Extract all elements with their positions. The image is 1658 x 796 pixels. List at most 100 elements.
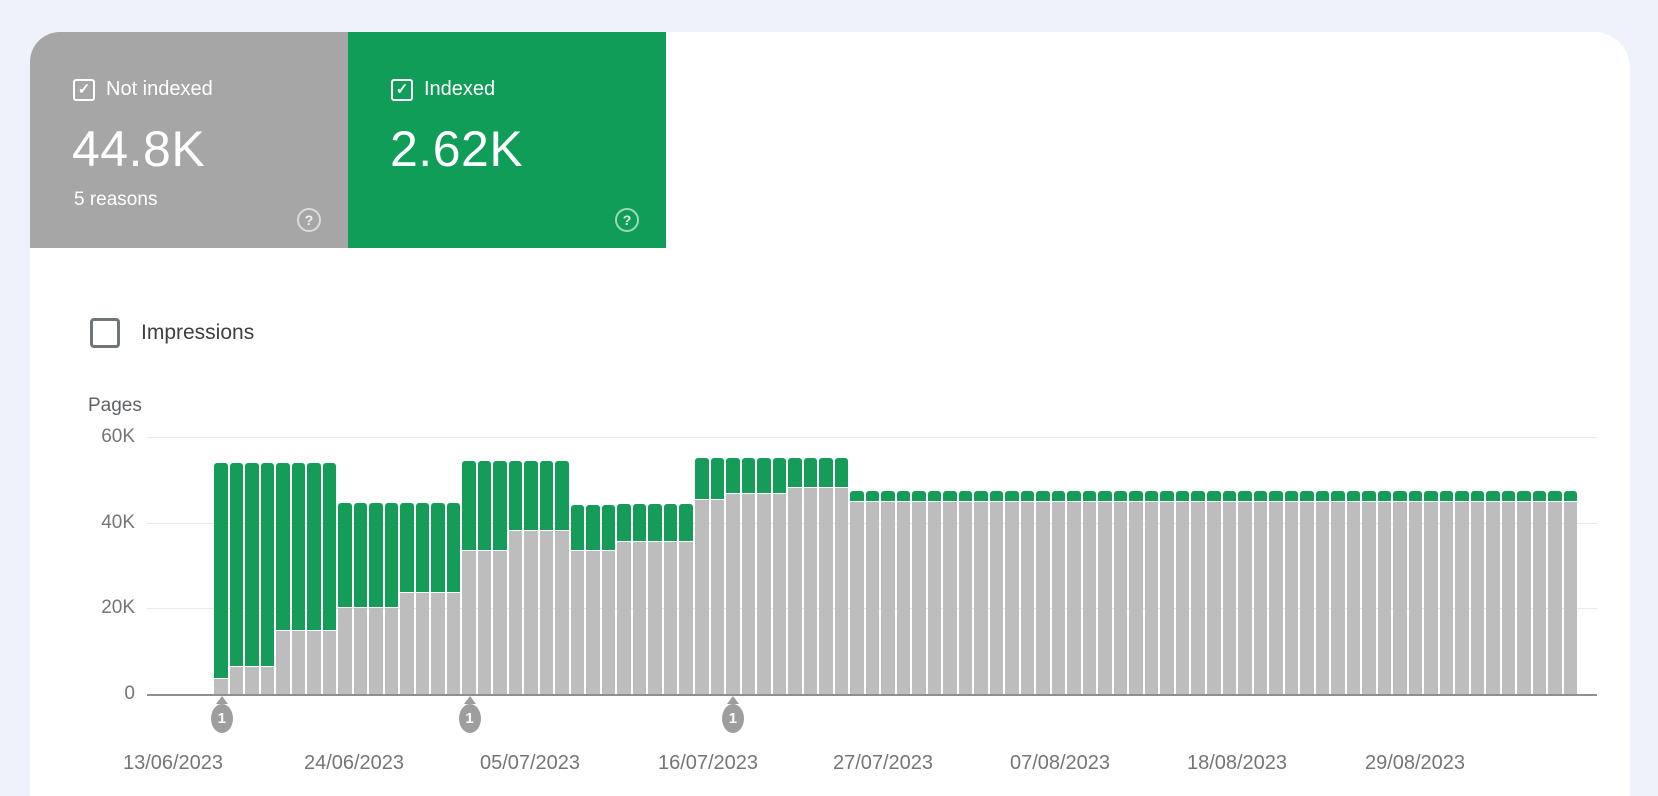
stacked-bar[interactable] xyxy=(415,503,430,694)
stacked-bar[interactable] xyxy=(1424,490,1438,694)
stacked-bar[interactable] xyxy=(788,458,802,694)
stacked-bar[interactable] xyxy=(276,462,290,694)
stacked-bar[interactable] xyxy=(1175,490,1190,694)
stacked-bar[interactable] xyxy=(307,462,321,694)
stacked-bar[interactable] xyxy=(1005,490,1019,694)
stacked-bar[interactable] xyxy=(1346,490,1361,694)
stacked-bar[interactable] xyxy=(508,461,523,694)
stacked-bar[interactable] xyxy=(772,458,787,694)
stacked-bar[interactable] xyxy=(1362,490,1376,694)
stacked-bar[interactable] xyxy=(663,504,678,694)
stacked-bar[interactable] xyxy=(477,461,492,694)
stacked-bar[interactable] xyxy=(1253,490,1268,694)
annotation-marker[interactable]: 1 xyxy=(210,696,233,733)
stacked-bar[interactable] xyxy=(338,503,352,694)
stacked-bar[interactable] xyxy=(741,458,756,694)
stacked-bar[interactable] xyxy=(1238,490,1252,694)
stacked-bar[interactable] xyxy=(617,504,631,694)
stacked-bar[interactable] xyxy=(1207,490,1221,694)
stacked-bar[interactable] xyxy=(601,504,616,694)
help-icon[interactable]: ? xyxy=(615,208,639,232)
stacked-bar[interactable] xyxy=(1563,490,1578,694)
stacked-bar[interactable] xyxy=(1129,490,1143,694)
stacked-bar[interactable] xyxy=(1439,490,1454,694)
stacked-bar[interactable] xyxy=(1284,490,1299,694)
indexed-card[interactable]: ✓ Indexed 2.62K ? xyxy=(348,32,666,248)
help-icon[interactable]: ? xyxy=(297,208,321,232)
stacked-bar[interactable] xyxy=(912,490,926,694)
stacked-bar[interactable] xyxy=(570,504,585,694)
stacked-bar[interactable] xyxy=(648,504,662,694)
annotation-marker[interactable]: 1 xyxy=(721,696,744,733)
stacked-bar[interactable] xyxy=(1144,490,1159,694)
stacked-bar[interactable] xyxy=(1532,490,1547,694)
stacked-bar[interactable] xyxy=(245,462,259,694)
stacked-bar[interactable] xyxy=(384,503,399,694)
stacked-bar[interactable] xyxy=(803,458,818,694)
stacked-bar[interactable] xyxy=(819,458,833,694)
stacked-bar[interactable] xyxy=(1269,490,1283,694)
stacked-bar[interactable] xyxy=(1098,490,1112,694)
indexed-checkbox[interactable]: ✓ xyxy=(391,78,413,101)
stacked-bar[interactable] xyxy=(260,462,275,694)
stacked-bar[interactable] xyxy=(1051,490,1066,694)
stacked-bar[interactable] xyxy=(369,503,383,694)
stacked-bar[interactable] xyxy=(1300,490,1314,694)
stacked-bar[interactable] xyxy=(493,461,507,694)
stacked-bar[interactable] xyxy=(1067,490,1081,694)
stacked-bar[interactable] xyxy=(1191,490,1205,694)
not-indexed-checkbox[interactable]: ✓ xyxy=(73,78,95,101)
stacked-bar[interactable] xyxy=(679,504,693,694)
stacked-bar[interactable] xyxy=(1331,490,1345,694)
stacked-bar[interactable] xyxy=(850,490,864,694)
stacked-bar[interactable] xyxy=(958,490,973,694)
stacked-bar[interactable] xyxy=(1408,490,1423,694)
stacked-bar[interactable] xyxy=(446,503,461,694)
stacked-bar[interactable] xyxy=(524,461,538,694)
stacked-bar[interactable] xyxy=(214,462,228,694)
stacked-bar[interactable] xyxy=(1486,490,1500,694)
stacked-bar[interactable] xyxy=(896,490,911,694)
stacked-bar[interactable] xyxy=(1082,490,1097,694)
indexed-segment xyxy=(710,458,725,500)
stacked-bar[interactable] xyxy=(291,462,306,694)
stacked-bar[interactable] xyxy=(586,504,600,694)
not-indexed-card[interactable]: ✓ Not indexed 44.8K 5 reasons ? xyxy=(30,32,348,248)
stacked-bar[interactable] xyxy=(1160,490,1174,694)
stacked-bar[interactable] xyxy=(989,490,1004,694)
stacked-bar[interactable] xyxy=(726,458,740,694)
stacked-bar[interactable] xyxy=(865,490,880,694)
stacked-bar[interactable] xyxy=(1517,490,1531,694)
stacked-bar[interactable] xyxy=(462,461,476,694)
stacked-bar[interactable] xyxy=(400,503,414,694)
stacked-bar[interactable] xyxy=(322,462,337,694)
stacked-bar[interactable] xyxy=(1315,490,1330,694)
stacked-bar[interactable] xyxy=(353,503,368,694)
stacked-bar[interactable] xyxy=(694,458,709,694)
stacked-bar[interactable] xyxy=(943,490,957,694)
stacked-bar[interactable] xyxy=(1113,490,1128,694)
impressions-toggle[interactable]: Impressions xyxy=(90,318,254,348)
stacked-bar[interactable] xyxy=(1036,490,1050,694)
stacked-bar[interactable] xyxy=(710,458,725,694)
stacked-bar[interactable] xyxy=(1455,490,1469,694)
stacked-bar[interactable] xyxy=(1393,490,1407,694)
stacked-bar[interactable] xyxy=(539,461,554,694)
stacked-bar[interactable] xyxy=(1470,490,1485,694)
stacked-bar[interactable] xyxy=(1501,490,1516,694)
impressions-checkbox[interactable] xyxy=(90,318,120,348)
stacked-bar[interactable] xyxy=(881,490,895,694)
stacked-bar[interactable] xyxy=(974,490,988,694)
stacked-bar[interactable] xyxy=(632,504,647,694)
stacked-bar[interactable] xyxy=(229,462,244,694)
stacked-bar[interactable] xyxy=(431,503,445,694)
stacked-bar[interactable] xyxy=(1377,490,1392,694)
stacked-bar[interactable] xyxy=(757,458,771,694)
stacked-bar[interactable] xyxy=(555,461,569,694)
stacked-bar[interactable] xyxy=(1020,490,1035,694)
stacked-bar[interactable] xyxy=(834,458,849,694)
stacked-bar[interactable] xyxy=(1548,490,1562,694)
annotation-marker[interactable]: 1 xyxy=(458,696,481,733)
stacked-bar[interactable] xyxy=(1222,490,1237,694)
stacked-bar[interactable] xyxy=(927,490,942,694)
